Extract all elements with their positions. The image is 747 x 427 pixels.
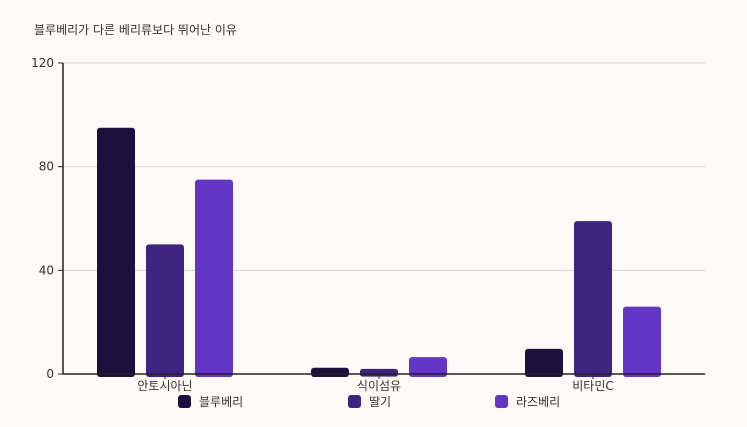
x-tick-label: 식이섬유 — [357, 379, 401, 393]
x-tick-label: 안토시아닌 — [137, 379, 192, 393]
y-tick-label: 40 — [39, 263, 54, 277]
legend-item: 딸기 — [348, 393, 391, 409]
bar — [623, 306, 661, 377]
legend-label: 딸기 — [369, 394, 392, 409]
legend-swatch — [178, 394, 191, 408]
legend-label: 라즈베리 — [516, 394, 561, 409]
bar — [311, 367, 349, 377]
y-tick-label: 0 — [46, 367, 54, 381]
bar — [409, 357, 447, 377]
legend-swatch — [348, 394, 361, 408]
y-tick-label: 80 — [39, 160, 54, 174]
bar — [146, 244, 184, 377]
legend-item: 라즈베리 — [495, 393, 560, 409]
bar — [97, 127, 135, 378]
y-tick-label: 120 — [31, 56, 54, 70]
bar — [574, 221, 612, 377]
legend-item: 블루베리 — [178, 393, 243, 409]
x-tick-label: 비타민C — [572, 379, 614, 393]
bar — [195, 179, 233, 377]
chart-title: 블루베리가 다른 베리류보다 뛰어난 이유 — [34, 23, 237, 37]
legend-label: 블루베리 — [199, 394, 244, 409]
bar — [525, 348, 563, 377]
legend-swatch — [495, 394, 508, 408]
